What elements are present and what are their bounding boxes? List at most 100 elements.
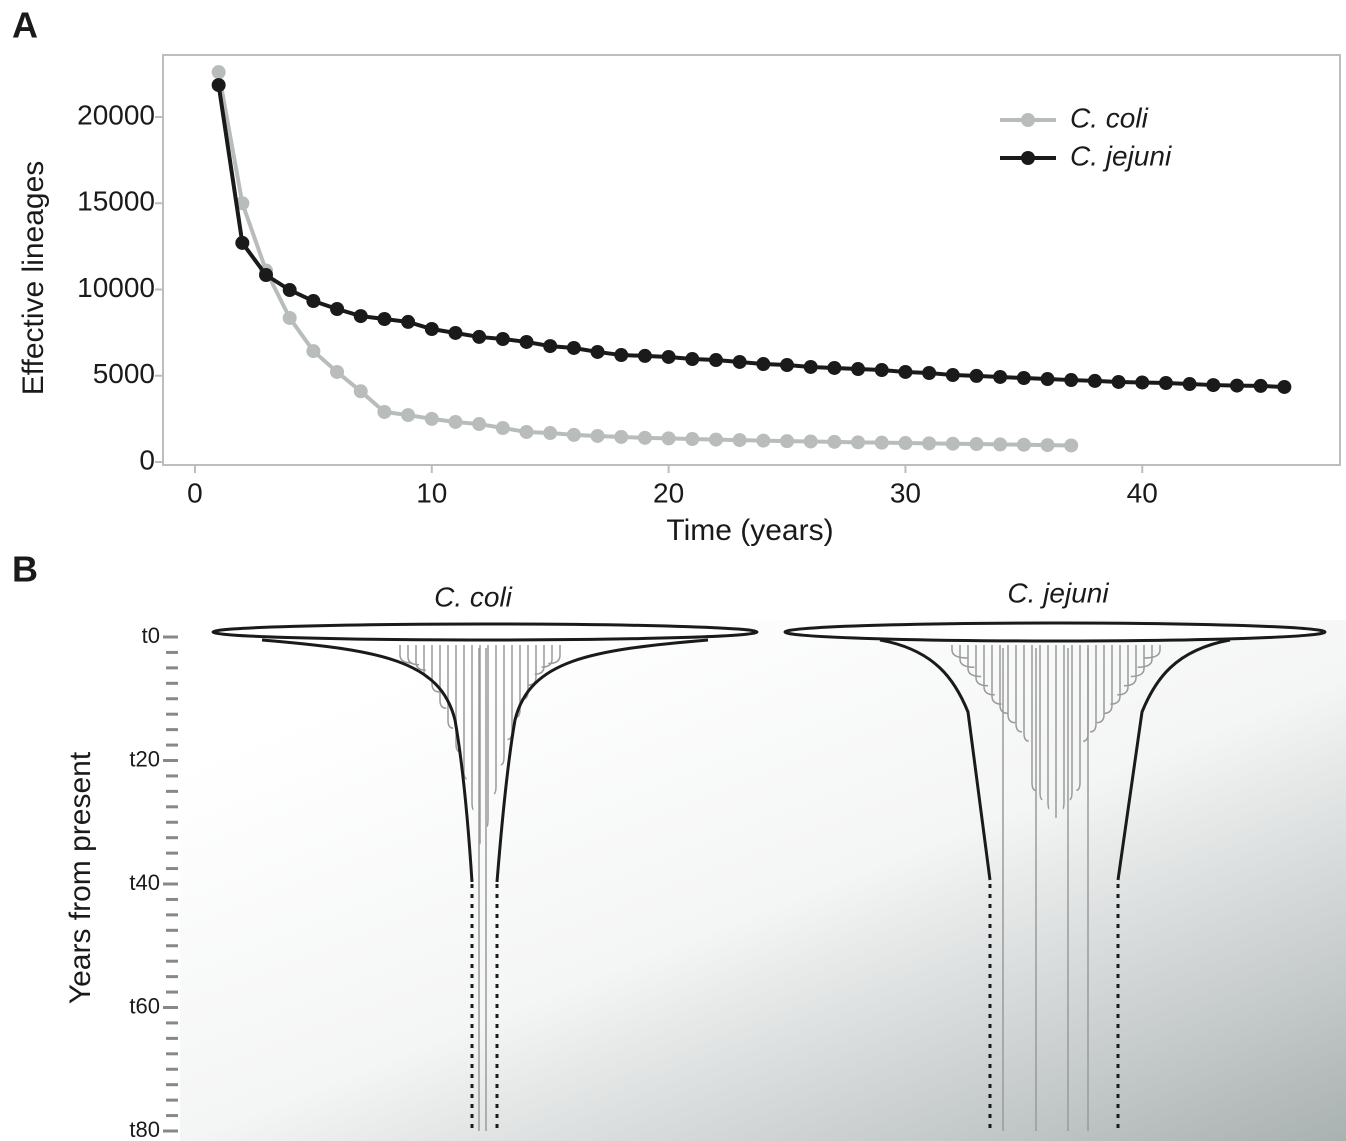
branch bbox=[1007, 645, 1016, 724]
funnels bbox=[211, 621, 1327, 1131]
plot-frame bbox=[162, 54, 1341, 466]
branch bbox=[975, 645, 989, 687]
point bbox=[1016, 437, 1031, 452]
point bbox=[282, 283, 297, 298]
y-tick-label: t0 bbox=[142, 623, 160, 648]
y-tick-label: t60 bbox=[129, 993, 160, 1018]
point bbox=[732, 433, 747, 448]
point bbox=[377, 404, 392, 419]
point bbox=[353, 384, 368, 399]
point bbox=[614, 348, 629, 363]
point bbox=[898, 364, 913, 379]
y-tick-label: 10000 bbox=[77, 272, 155, 303]
point bbox=[898, 436, 913, 451]
point bbox=[661, 349, 676, 364]
point bbox=[495, 421, 510, 436]
branch bbox=[1047, 645, 1050, 810]
branch bbox=[1144, 645, 1161, 659]
point bbox=[1158, 375, 1173, 390]
branch bbox=[1076, 645, 1081, 792]
point bbox=[803, 359, 818, 374]
point bbox=[306, 294, 321, 309]
point bbox=[259, 268, 274, 283]
point bbox=[827, 360, 842, 375]
funnel-edge bbox=[261, 638, 474, 883]
point bbox=[803, 434, 818, 449]
point bbox=[756, 357, 771, 372]
branch bbox=[431, 645, 440, 693]
ellipse bbox=[783, 621, 1327, 643]
panel-label: A bbox=[12, 5, 38, 46]
branch bbox=[1023, 645, 1029, 742]
ellipse bbox=[211, 622, 759, 642]
background-gradient bbox=[180, 620, 1346, 1141]
point bbox=[472, 417, 487, 432]
point bbox=[448, 325, 463, 340]
point bbox=[969, 368, 984, 383]
genealogy bbox=[399, 645, 1161, 1131]
point bbox=[827, 434, 842, 449]
point bbox=[851, 435, 866, 450]
branch bbox=[447, 645, 454, 729]
point bbox=[637, 430, 652, 445]
legend-marker bbox=[1021, 151, 1035, 165]
point bbox=[306, 344, 321, 359]
series-line bbox=[216, 84, 1285, 389]
branch bbox=[1123, 645, 1137, 687]
point bbox=[945, 436, 960, 451]
point bbox=[543, 339, 558, 354]
point bbox=[1182, 377, 1197, 392]
point bbox=[756, 433, 771, 448]
branch bbox=[1110, 645, 1121, 705]
branch bbox=[1103, 645, 1113, 715]
point bbox=[543, 426, 558, 441]
point bbox=[1253, 378, 1268, 393]
y-axis-label: Years from present bbox=[64, 751, 97, 1004]
point bbox=[590, 344, 605, 359]
panel-title: C. jejuni bbox=[1007, 577, 1109, 608]
point bbox=[1111, 374, 1126, 389]
panel-label: B bbox=[12, 549, 38, 590]
branch bbox=[1117, 645, 1129, 696]
panel-title: C. coli bbox=[434, 581, 513, 612]
point bbox=[211, 78, 226, 93]
point bbox=[472, 329, 487, 344]
point bbox=[708, 432, 723, 447]
branch bbox=[1031, 645, 1036, 792]
branch bbox=[999, 645, 1009, 715]
y-tick-label: t20 bbox=[129, 746, 160, 771]
x-axis-label: Time (years) bbox=[666, 514, 833, 547]
point bbox=[1277, 379, 1292, 394]
point bbox=[519, 424, 534, 439]
point bbox=[1087, 373, 1102, 388]
point bbox=[566, 340, 581, 355]
funnel-edge bbox=[1116, 638, 1231, 881]
point bbox=[519, 334, 534, 349]
point bbox=[330, 364, 345, 379]
legend-marker bbox=[1021, 113, 1035, 127]
legend-label: C. jejuni bbox=[1070, 140, 1172, 171]
y-tick-label: 5000 bbox=[93, 358, 155, 389]
point bbox=[448, 414, 463, 429]
point bbox=[353, 309, 368, 324]
branch bbox=[959, 645, 975, 668]
branch bbox=[967, 645, 982, 678]
point bbox=[1040, 438, 1055, 453]
y-tick-label: 0 bbox=[139, 444, 155, 475]
point bbox=[993, 437, 1008, 452]
branch bbox=[541, 645, 553, 668]
funnel-edge bbox=[495, 638, 709, 883]
point bbox=[211, 65, 226, 80]
point bbox=[590, 428, 605, 443]
point bbox=[993, 369, 1008, 384]
point bbox=[969, 437, 984, 452]
branch bbox=[951, 645, 968, 659]
branch bbox=[1062, 645, 1065, 810]
branch bbox=[493, 645, 497, 795]
x-tick-label: 10 bbox=[416, 477, 447, 508]
branch bbox=[1089, 645, 1097, 733]
point bbox=[780, 358, 795, 373]
point bbox=[614, 429, 629, 444]
y-axis-label: Effective lineages bbox=[17, 161, 50, 396]
point bbox=[780, 434, 795, 449]
